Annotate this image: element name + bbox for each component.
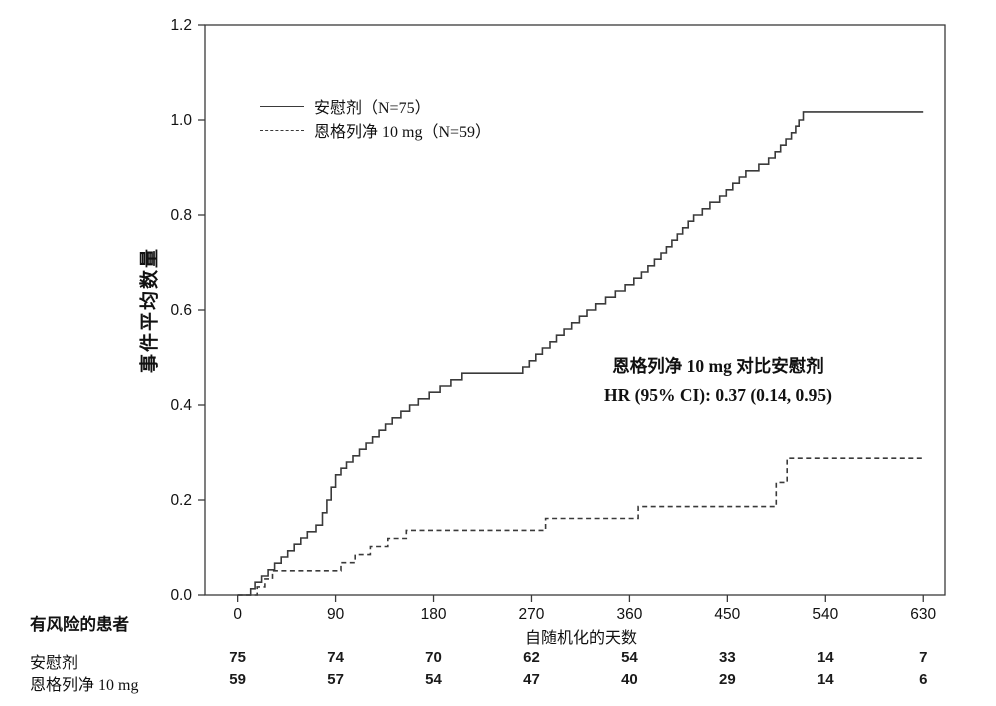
risk-count: 29 — [719, 671, 736, 688]
hr-annotation-line2: HR (95% CI): 0.37 (0.14, 0.95) — [604, 384, 832, 405]
risk-count: 54 — [425, 671, 442, 688]
y-tick-label: 1.0 — [170, 112, 192, 129]
risk-table-header: 有风险的患者 — [30, 615, 129, 634]
y-tick-label: 0.6 — [170, 302, 192, 319]
risk-row-values-placebo: 75 74 70 62 54 33 14 7 — [0, 649, 996, 669]
x-tick-label: 180 — [421, 606, 447, 623]
risk-count: 14 — [816, 671, 834, 688]
y-tick-label: 0.2 — [170, 492, 192, 509]
x-tick-label: 360 — [616, 606, 642, 623]
legend-label-empagliflozin: 恩格列净 10 mg（N=59） — [314, 124, 492, 141]
series-empagliflozin-line — [237, 457, 924, 596]
series-placebo-line — [237, 111, 924, 596]
solid-line-swatch-icon — [260, 105, 304, 107]
risk-count: 54 — [621, 649, 638, 666]
legend-item-placebo: 安慰剂（N=75） — [260, 94, 491, 118]
hr-annotation: 恩格列净 10 mg 对比安慰剂 HR (95% CI): 0.37 (0.14… — [604, 352, 832, 410]
risk-row-values-empagliflozin: 59 57 54 47 40 29 14 6 — [0, 671, 996, 691]
y-axis-title: 事件平均数量 — [139, 246, 161, 374]
risk-count: 74 — [327, 649, 344, 666]
risk-count: 14 — [816, 649, 834, 666]
risk-row-label-placebo: 安慰剂 — [30, 655, 79, 672]
x-axis-title: 自随机化的天数 — [524, 630, 638, 647]
risk-count: 6 — [919, 671, 928, 688]
y-tick-label: 1.2 — [170, 17, 192, 34]
legend-item-empagliflozin: 恩格列净 10 mg（N=59） — [260, 118, 491, 142]
risk-row-label-empagliflozin: 恩格列净 10 mg — [30, 677, 139, 694]
y-tick-label: 0.8 — [170, 207, 192, 224]
risk-count: 59 — [229, 671, 246, 688]
risk-count: 33 — [719, 649, 736, 666]
risk-count: 7 — [919, 649, 928, 666]
legend: 安慰剂（N=75） 恩格列净 10 mg（N=59） — [260, 94, 491, 142]
y-tick-label: 0.0 — [170, 587, 192, 604]
risk-count: 57 — [327, 671, 344, 688]
hr-annotation-line1: 恩格列净 10 mg 对比安慰剂 — [612, 356, 824, 376]
x-tick-label: 450 — [714, 606, 740, 623]
risk-count: 47 — [523, 671, 540, 688]
x-tick-label: 630 — [910, 606, 936, 623]
x-tick-label: 0 — [233, 606, 242, 623]
risk-count: 70 — [425, 649, 442, 666]
x-tick-label: 270 — [519, 606, 545, 623]
x-tick-label: 90 — [327, 606, 345, 623]
y-tick-label: 0.4 — [170, 397, 192, 414]
risk-count: 62 — [523, 649, 540, 666]
dashed-line-swatch-icon — [260, 129, 304, 131]
risk-count: 40 — [621, 671, 638, 688]
x-tick-label: 540 — [812, 606, 838, 623]
risk-count: 75 — [229, 649, 246, 666]
legend-label-placebo: 安慰剂（N=75） — [314, 100, 431, 117]
